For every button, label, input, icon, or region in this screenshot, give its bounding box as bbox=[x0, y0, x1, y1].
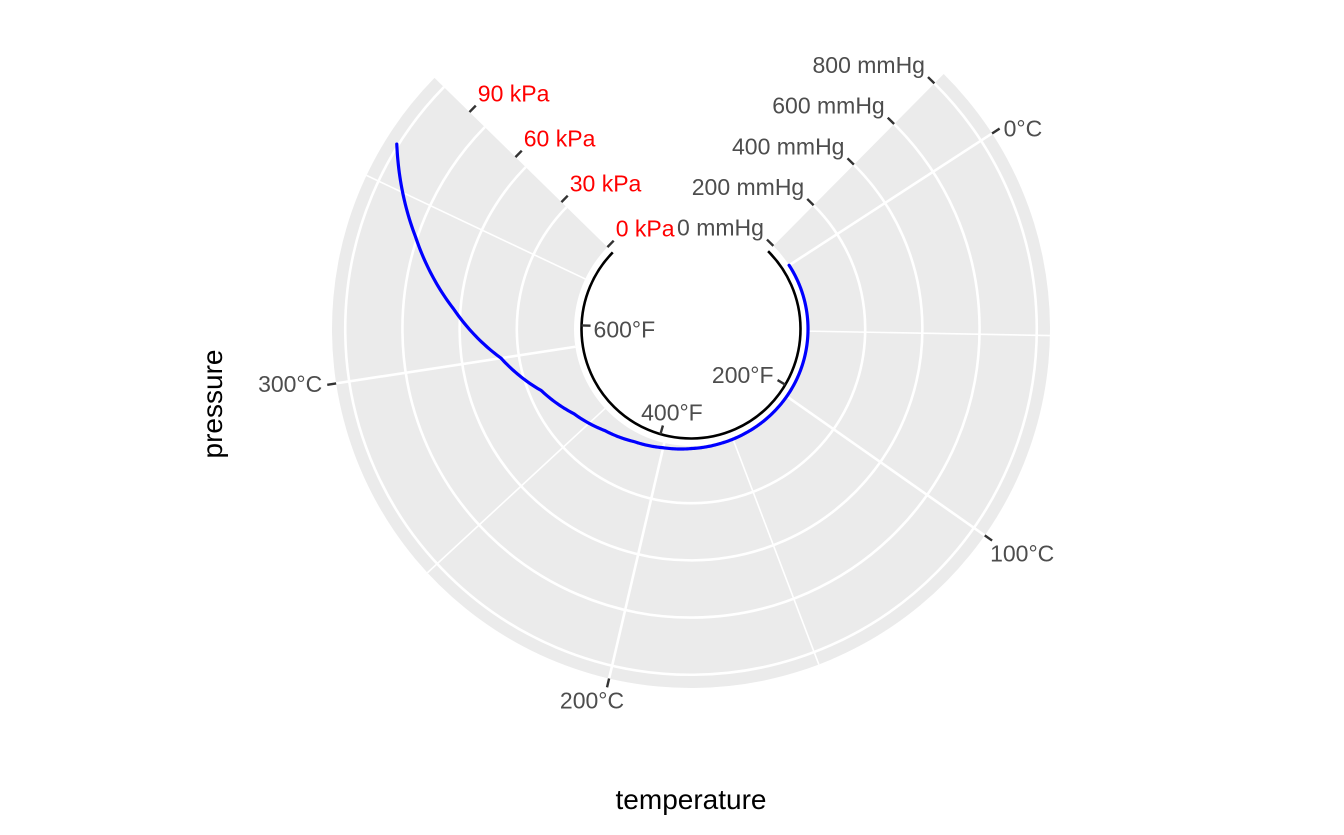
kpa-30-tick-label: 30 kPa bbox=[570, 171, 642, 197]
celsius-200-tick-label: 200°C bbox=[560, 687, 624, 713]
mmhg-800-tick-label: 800 mmHg bbox=[812, 52, 924, 78]
kpa-90-tick-label: 90 kPa bbox=[478, 81, 550, 107]
mmhg-800-tick bbox=[928, 77, 934, 83]
celsius-300-tick-label: 300°C bbox=[258, 371, 322, 397]
kpa-0-tick-label: 0 kPa bbox=[616, 216, 675, 242]
fahrenheit-400-tick bbox=[660, 426, 663, 435]
mmhg-0-tick bbox=[767, 240, 773, 246]
mmhg-0-tick-label: 0 mmHg bbox=[677, 215, 764, 241]
kpa-90-tick bbox=[469, 106, 475, 112]
mmhg-400-tick-label: 400 mmHg bbox=[732, 133, 844, 159]
mmhg-600-tick-label: 600 mmHg bbox=[772, 93, 884, 119]
celsius-0-tick bbox=[992, 129, 1000, 134]
mmhg-200-tick bbox=[807, 199, 813, 205]
mmhg-200-tick-label: 200 mmHg bbox=[692, 174, 804, 200]
kpa-60-tick-label: 60 kPa bbox=[524, 126, 596, 152]
fahrenheit-200-tick bbox=[778, 380, 786, 385]
celsius-200-tick bbox=[607, 679, 609, 688]
celsius-300-tick bbox=[327, 383, 336, 384]
fahrenheit-200-tick-label: 200°F bbox=[712, 362, 774, 388]
fahrenheit-600-tick-label: 600°F bbox=[594, 317, 656, 343]
x-axis-title: temperature bbox=[616, 784, 767, 815]
kpa-30-tick bbox=[561, 196, 567, 202]
fahrenheit-400-tick-label: 400°F bbox=[641, 400, 703, 426]
plot-area: 0°C 100°C 200°C 300°C 200°F 400°F 600°F 0 kPa 30… bbox=[258, 52, 1054, 713]
celsius-100-tick-label: 100°C bbox=[990, 541, 1054, 567]
kpa-0-tick bbox=[607, 241, 613, 247]
celsius-0-tick-label: 0°C bbox=[1004, 116, 1043, 142]
mmhg-400-tick bbox=[847, 158, 853, 164]
kpa-60-tick bbox=[515, 151, 521, 157]
mmhg-600-tick bbox=[888, 118, 894, 124]
y-axis-title: pressure bbox=[197, 350, 228, 459]
